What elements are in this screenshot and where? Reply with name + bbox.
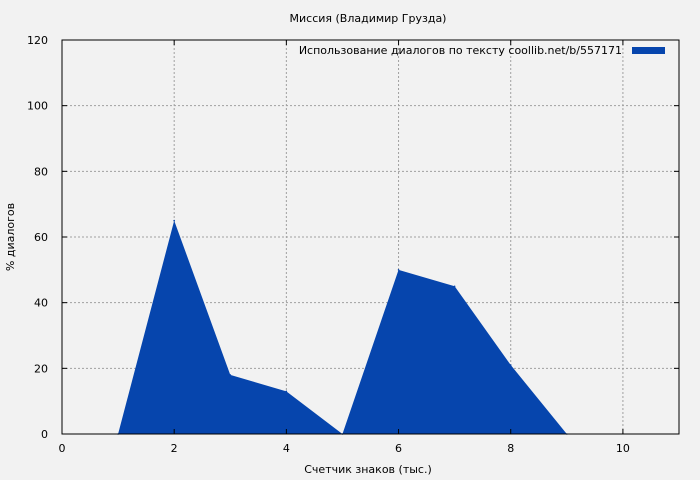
chart-title: Миссия (Владимир Груздa) — [290, 12, 447, 25]
data-point — [397, 269, 400, 271]
y-tick-label: 20 — [34, 362, 48, 375]
legend: Использование диалогов по тексту coollib… — [299, 44, 665, 57]
x-tick-label: 4 — [283, 442, 290, 455]
y-tick-label: 40 — [34, 297, 48, 310]
legend-label: Использование диалогов по тексту coollib… — [299, 44, 622, 57]
x-tick-label: 0 — [59, 442, 66, 455]
x-tick-label: 2 — [171, 442, 178, 455]
data-point — [509, 364, 512, 366]
data-point — [229, 374, 232, 376]
y-tick-label: 60 — [34, 231, 48, 244]
area-series — [118, 220, 567, 434]
data-point — [173, 219, 175, 222]
y-axis-label: % диалогов — [4, 203, 17, 271]
data-point — [285, 390, 288, 393]
x-tick-label: 8 — [507, 442, 514, 455]
legend-swatch — [632, 47, 665, 54]
x-tick-label: 6 — [395, 442, 402, 455]
y-tick-label: 0 — [41, 428, 48, 441]
data-point — [453, 285, 456, 288]
y-tick-label: 100 — [27, 100, 48, 113]
x-tick-label: 10 — [616, 442, 630, 455]
x-axis-label: Счетчик знаков (тыс.) — [304, 463, 432, 476]
y-tick-label: 120 — [27, 34, 48, 47]
y-tick-label: 80 — [34, 165, 48, 178]
